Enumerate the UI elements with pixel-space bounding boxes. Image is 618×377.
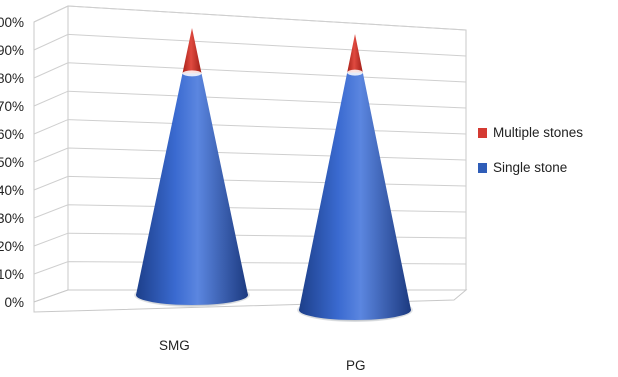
- y-tick-label: 40%: [0, 183, 24, 198]
- legend: Multiple stones Single stone: [478, 125, 618, 195]
- x-category-label: SMG: [159, 338, 190, 353]
- legend-swatch: [478, 128, 487, 138]
- cone-segment-multiple-stones: [182, 28, 202, 74]
- x-category-label: PG: [346, 358, 366, 373]
- gridline: [33, 62, 467, 83]
- y-tick-label: 60%: [0, 127, 24, 142]
- x-axis-categories: SMG PG: [159, 338, 366, 373]
- cone-base-bottom: [136, 285, 248, 305]
- back-wall: [67, 5, 467, 291]
- gridline: [33, 119, 467, 135]
- cones: [134, 28, 413, 322]
- cone-base-bottom: [299, 300, 411, 320]
- cone-segment-single-stone: [136, 73, 248, 295]
- y-tick-label: 90%: [0, 43, 24, 58]
- gridline: [33, 33, 467, 57]
- y-tick-label: 0%: [4, 295, 24, 310]
- y-tick-label: 100%: [0, 15, 24, 30]
- y-tick-label: 30%: [0, 211, 24, 226]
- legend-item: Single stone: [478, 160, 618, 178]
- gridline: [33, 90, 467, 109]
- y-tick-label: 70%: [0, 99, 24, 114]
- legend-label: Multiple stones: [493, 125, 584, 140]
- y-tick-label: 20%: [0, 239, 24, 254]
- cone-segment-multiple-stones: [347, 34, 363, 73]
- side-wall: [33, 5, 69, 303]
- y-tick-label: 80%: [0, 71, 24, 86]
- y-tick-label: 10%: [0, 267, 24, 282]
- gridline: [33, 5, 467, 31]
- legend-item: Multiple stones: [478, 125, 618, 143]
- cone-segment-single-stone: [299, 72, 411, 310]
- legend-swatch: [478, 163, 487, 173]
- y-tick-label: 50%: [0, 155, 24, 170]
- cone-segment-divider: [182, 70, 202, 77]
- cone-segment-divider: [347, 69, 363, 76]
- legend-label: Single stone: [493, 160, 568, 175]
